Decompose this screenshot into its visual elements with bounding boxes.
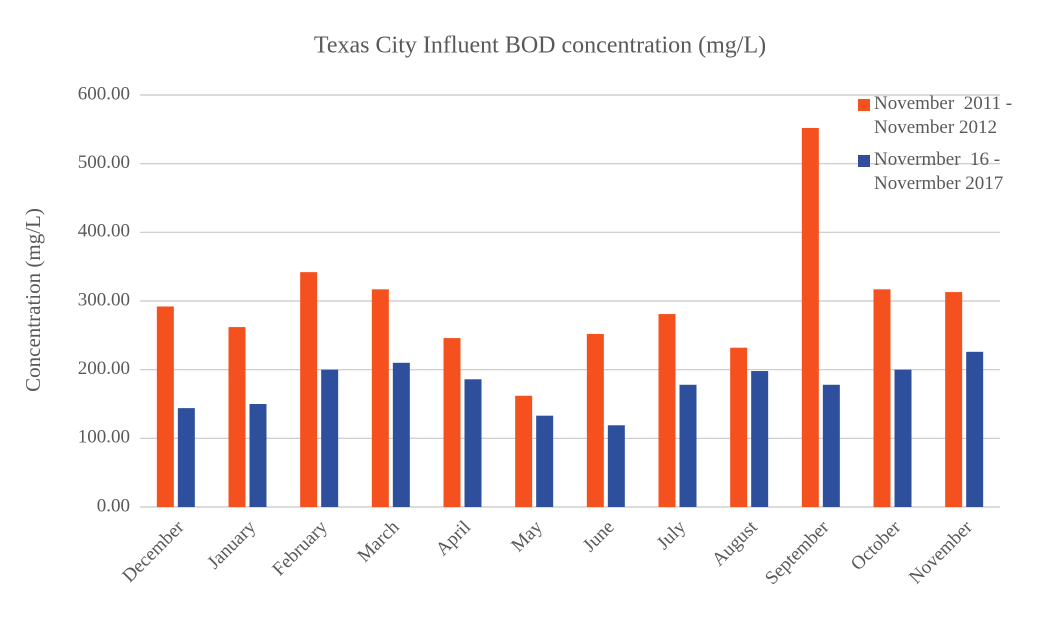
bar (822, 384, 840, 507)
bar (730, 347, 748, 507)
x-tick-label: June (579, 517, 618, 556)
bar (679, 384, 697, 507)
bar (177, 408, 195, 507)
x-tick-label: September (761, 516, 834, 589)
x-tick-label: April (432, 517, 475, 560)
legend: November 2011 - November 2012 Novermber 1… (858, 92, 1018, 204)
bar (894, 369, 912, 507)
bar (751, 371, 769, 507)
y-tick-label: 100.00 (78, 427, 130, 448)
bar (873, 289, 891, 507)
bar (945, 292, 963, 507)
x-tick-label: July (653, 516, 691, 554)
legend-label: November 2011 - November 2012 (874, 93, 1017, 138)
chart-title: Texas City Influent BOD concentration (m… (314, 33, 766, 59)
bar (300, 272, 318, 507)
bar (321, 369, 339, 507)
legend-item: Novermber 16 - Novermber 2017 (858, 148, 1018, 196)
x-tick-label: May (507, 516, 547, 556)
bar (536, 415, 554, 507)
y-tick-label: 200.00 (78, 358, 130, 379)
legend-label: Novermber 16 - Novermber 2017 (874, 149, 1005, 194)
bar (228, 327, 246, 507)
y-tick-label: 600.00 (78, 83, 130, 104)
y-axis-label: Concentration (mg/L) (21, 208, 45, 392)
legend-item: November 2011 - November 2012 (858, 92, 1018, 140)
bar (371, 289, 389, 507)
bar (464, 379, 482, 507)
x-tick-label: February (268, 516, 332, 580)
x-tick-label: November (905, 516, 977, 588)
x-tick-label: January (203, 516, 260, 573)
x-tick-label: December (118, 516, 189, 587)
bar (249, 404, 267, 507)
bar (801, 127, 819, 508)
y-tick-label: 400.00 (78, 221, 130, 242)
bar (515, 395, 533, 507)
y-tick-label: 0.00 (97, 495, 130, 516)
bar (586, 333, 604, 507)
x-tick-label: August (708, 516, 762, 570)
bar (156, 306, 174, 507)
y-tick-label: 300.00 (78, 289, 130, 310)
x-tick-label: October (847, 516, 906, 575)
bar (966, 351, 984, 507)
y-tick-label: 500.00 (78, 152, 130, 173)
bar (658, 314, 676, 507)
bar (392, 362, 410, 507)
bar (443, 338, 461, 507)
bar (607, 425, 625, 507)
x-tick-label: March (354, 516, 404, 566)
legend-swatch (858, 99, 870, 111)
legend-swatch (858, 155, 870, 167)
